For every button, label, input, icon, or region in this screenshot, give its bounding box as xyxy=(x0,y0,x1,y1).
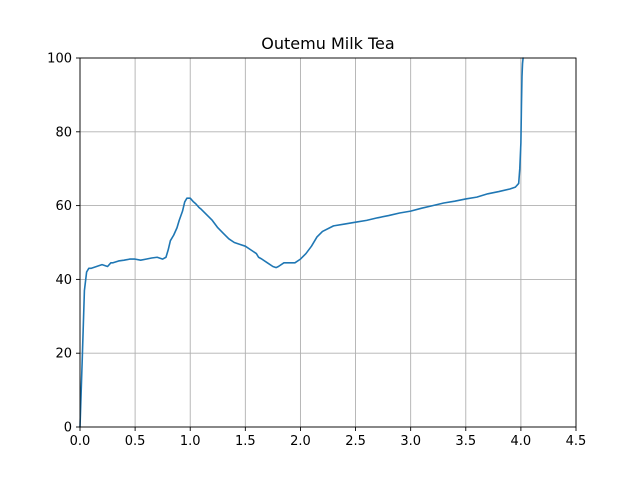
x-tick-label: 4.0 xyxy=(511,434,532,449)
x-tick-label: 4.5 xyxy=(566,434,587,449)
x-tick-label: 0.5 xyxy=(125,434,146,449)
x-tick-label: 2.0 xyxy=(290,434,311,449)
tick-labels: 0.0 0.5 1.0 1.5 2.0 2.5 3.0 3.5 4.0 4.5 0 20 40 60 80 1… xyxy=(47,52,586,450)
x-tick-label: 1.0 xyxy=(180,434,201,449)
plot-frame xyxy=(79,57,577,428)
x-tick-label: 0.0 xyxy=(70,434,91,449)
plot-area-background xyxy=(80,58,576,427)
x-tick-label: 1.5 xyxy=(235,434,256,449)
y-tick-label: 40 xyxy=(55,273,72,288)
y-tick-label: 20 xyxy=(55,347,72,362)
series-layer xyxy=(79,57,524,428)
y-tick-label: 60 xyxy=(55,199,72,214)
tick-marks xyxy=(76,57,577,431)
x-tick-label: 3.0 xyxy=(400,434,421,449)
x-tick-label: 3.5 xyxy=(455,434,476,449)
y-tick-label: 80 xyxy=(55,125,72,140)
y-tick-label: 100 xyxy=(47,52,72,67)
y-tick-label: 0 xyxy=(64,421,72,436)
chart-title: Outemu Milk Tea xyxy=(261,34,394,53)
x-tick-label: 2.5 xyxy=(345,434,366,449)
series-line xyxy=(79,57,524,428)
